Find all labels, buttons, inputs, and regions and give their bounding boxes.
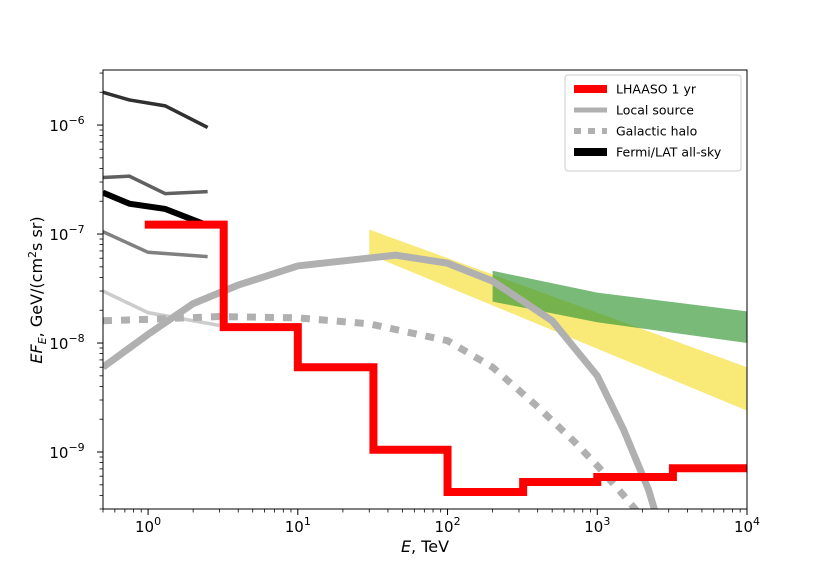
legend-entry-galactic-halo: Galactic halo — [574, 124, 697, 139]
plot-frame — [102, 69, 748, 510]
x-tick-label: 102 — [434, 515, 460, 536]
legend: LHAASO 1 yr Local source Galactic halo Ferm… — [564, 74, 742, 172]
legend-entry-local-source: Local source — [574, 103, 694, 118]
series-line-2 — [103, 90, 209, 130]
x-tick-label: 104 — [734, 515, 760, 536]
series-lhaaso-1-yr — [144, 220, 747, 496]
y-axis-label: EFE, GeV/(cm2s sr) — [26, 216, 49, 363]
legend-entry-lhaaso-1-yr: LHAASO 1 yr — [574, 82, 697, 97]
ticks-layer: 100 101 102 103 104 10−9 10−8 10−7 10−6 — [49, 72, 760, 536]
x-tick-label: 100 — [135, 515, 161, 536]
legend-box — [564, 74, 742, 172]
legend-label: Local source — [616, 103, 694, 118]
bands-layer — [369, 229, 747, 411]
x-axis-label: E, TeV — [401, 537, 449, 556]
legend-label: LHAASO 1 yr — [616, 82, 697, 97]
legend-label: Galactic halo — [616, 124, 697, 139]
y-tick-label: 10−7 — [49, 223, 84, 244]
x-tick-label: 101 — [285, 515, 311, 536]
legend-entry-fermi-lat-all-sky: Fermi/LAT all-sky — [574, 145, 722, 160]
legend-label: Fermi/LAT all-sky — [616, 145, 722, 160]
series-line-4 — [103, 230, 208, 259]
band-yellow — [369, 229, 747, 411]
series-layer — [103, 90, 747, 509]
x-tick-label: 103 — [584, 515, 610, 536]
y-tick-label: 10−8 — [49, 332, 84, 353]
series-fermi-lat-all-sky — [103, 189, 209, 229]
band-green — [492, 270, 747, 344]
labels-layer: E, TeV EFE, GeV/(cm2s sr) — [26, 216, 449, 556]
y-tick-label: 10−6 — [49, 114, 84, 135]
series-local-source — [103, 251, 658, 509]
y-tick-label: 10−9 — [49, 441, 84, 462]
series-line-3 — [103, 174, 208, 196]
